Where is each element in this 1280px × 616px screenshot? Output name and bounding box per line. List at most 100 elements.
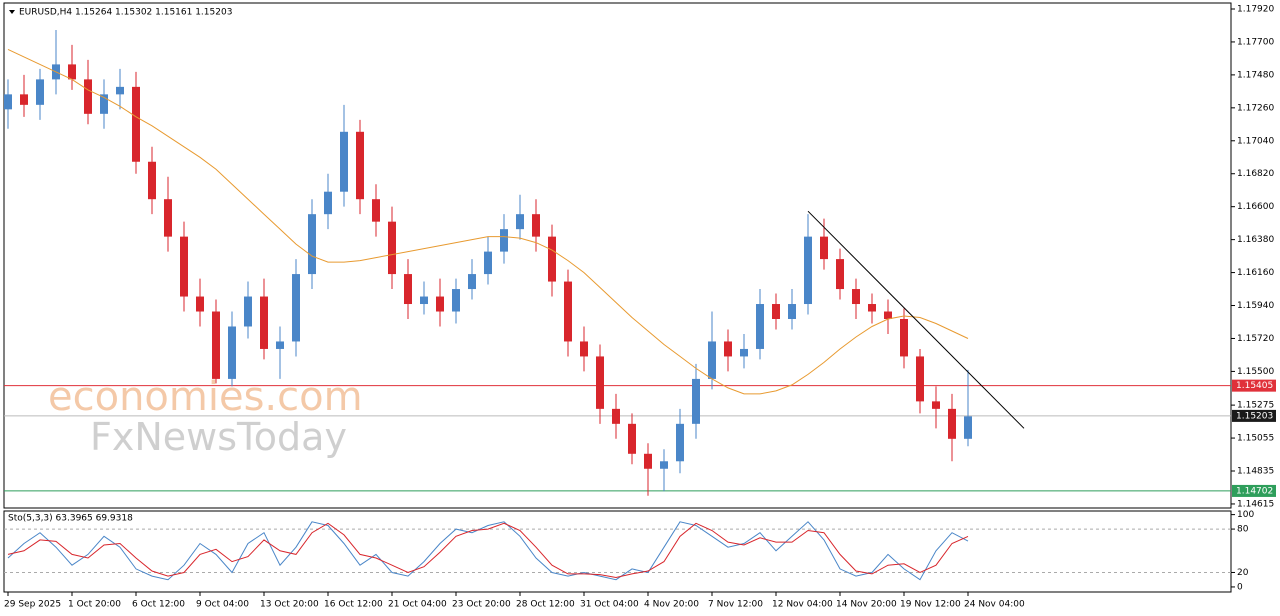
y-tick-label: 100	[1237, 510, 1254, 520]
candle-body	[692, 378, 700, 424]
candle-body	[612, 408, 620, 424]
candle-body	[628, 423, 636, 454]
y-tick-label: 1.16600	[1237, 202, 1274, 212]
candle-body	[500, 229, 508, 252]
price-level-tag	[1232, 379, 1276, 392]
candle-body	[116, 86, 124, 95]
candle-body	[900, 318, 908, 357]
y-tick-label: 1.17260	[1237, 103, 1274, 113]
candle-body	[964, 416, 972, 439]
candle-body	[868, 304, 876, 312]
menu-arrow[interactable]	[9, 10, 15, 14]
x-tick-label: 14 Nov 20:00	[836, 600, 897, 610]
candle-body	[740, 348, 748, 357]
candle-body	[948, 408, 956, 439]
candle-body	[484, 251, 492, 275]
candle-body	[148, 161, 156, 200]
candle-body	[356, 131, 364, 200]
price-level-label: 1.15405	[1236, 381, 1273, 391]
y-tick-label: 1.16160	[1237, 268, 1274, 278]
moving-average	[7, 48, 969, 395]
y-tick-label: 1.15940	[1237, 301, 1274, 311]
x-tick-label: 12 Nov 04:00	[772, 600, 833, 610]
y-tick-label: 0	[1237, 582, 1243, 592]
candle-body	[932, 401, 940, 409]
candle-body	[372, 199, 380, 222]
stoch-title: Sto(5,3,3) 63.3965 69.9318	[8, 514, 133, 524]
y-tick-label: 1.17480	[1237, 70, 1274, 80]
candle-body	[388, 221, 396, 275]
candle-body	[68, 64, 76, 80]
candle-body	[244, 296, 252, 327]
x-tick-label: 9 Oct 04:00	[196, 600, 249, 610]
candle-body	[852, 289, 860, 305]
candle-body	[20, 94, 28, 105]
y-tick-label: 1.17700	[1237, 37, 1274, 47]
candle-body	[164, 199, 172, 237]
x-tick-label: 24 Nov 04:00	[964, 600, 1025, 610]
chart-title: EURUSD,H4 1.15264 1.15302 1.15161 1.1520…	[19, 8, 232, 18]
price-level-tag	[1232, 409, 1276, 422]
x-tick-label: 21 Oct 04:00	[388, 600, 447, 610]
candle-body	[836, 259, 844, 290]
x-tick-label: 1 Oct 20:00	[68, 600, 121, 610]
x-tick-label: 31 Oct 04:00	[580, 600, 639, 610]
candle-body	[340, 131, 348, 192]
candle-body	[660, 461, 668, 469]
candle-body	[756, 304, 764, 349]
price-level-label: 1.15203	[1236, 411, 1273, 421]
candle-body	[4, 94, 12, 110]
x-tick-label: 23 Oct 20:00	[452, 600, 511, 610]
candle-body	[180, 236, 188, 297]
candle-body	[212, 311, 220, 379]
y-tick-label: 1.15720	[1237, 334, 1274, 344]
y-tick-label: 1.16820	[1237, 169, 1274, 179]
y-tick-label: 1.15275	[1237, 401, 1274, 411]
x-tick-label: 28 Oct 12:00	[516, 600, 575, 610]
candle-body	[548, 236, 556, 282]
candle-body	[228, 326, 236, 379]
candle-body	[324, 191, 332, 215]
y-tick-label: 1.14835	[1237, 467, 1274, 477]
x-tick-label: 6 Oct 12:00	[132, 600, 185, 610]
candle-body	[532, 214, 540, 237]
candle-body	[100, 94, 108, 114]
x-tick-label: 4 Nov 20:00	[644, 600, 699, 610]
y-tick-label: 1.16380	[1237, 235, 1274, 245]
candle-body	[580, 341, 588, 357]
candle-body	[772, 304, 780, 319]
x-tick-label: 29 Sep 2025	[4, 600, 61, 610]
candle-body	[884, 311, 892, 319]
watermark: FxNewsToday	[90, 415, 347, 459]
y-tick-label: 1.14615	[1237, 499, 1274, 509]
candle-body	[724, 341, 732, 357]
candle-body	[308, 214, 316, 275]
y-tick-label: 1.17920	[1237, 4, 1274, 14]
stoch-frame	[3, 510, 1232, 593]
x-tick-label: 13 Oct 20:00	[260, 600, 319, 610]
stoch-line	[7, 522, 969, 579]
candle-body	[916, 356, 924, 402]
candle-body	[196, 296, 204, 312]
candle-body	[132, 86, 140, 162]
price-level-label: 1.14702	[1236, 486, 1273, 496]
candle-body	[468, 274, 476, 290]
y-tick-label: 1.15055	[1237, 434, 1274, 444]
candle-body	[292, 274, 300, 342]
stoch-line	[7, 521, 969, 581]
candle-body	[564, 281, 572, 342]
candle-body	[708, 341, 716, 379]
y-tick-label: 80	[1237, 525, 1249, 535]
x-tick-label: 16 Oct 12:00	[324, 600, 383, 610]
watermark: economies.com	[48, 374, 363, 420]
y-tick-label: 1.15500	[1237, 367, 1274, 377]
candle-body	[596, 356, 604, 409]
x-tick-label: 19 Nov 12:00	[900, 600, 961, 610]
trendline	[807, 210, 1025, 429]
candle-body	[276, 341, 284, 349]
candle-body	[788, 304, 796, 319]
price-level-tag	[1232, 484, 1276, 497]
x-tick-label: 7 Nov 12:00	[708, 600, 763, 610]
candle-body	[436, 296, 444, 312]
